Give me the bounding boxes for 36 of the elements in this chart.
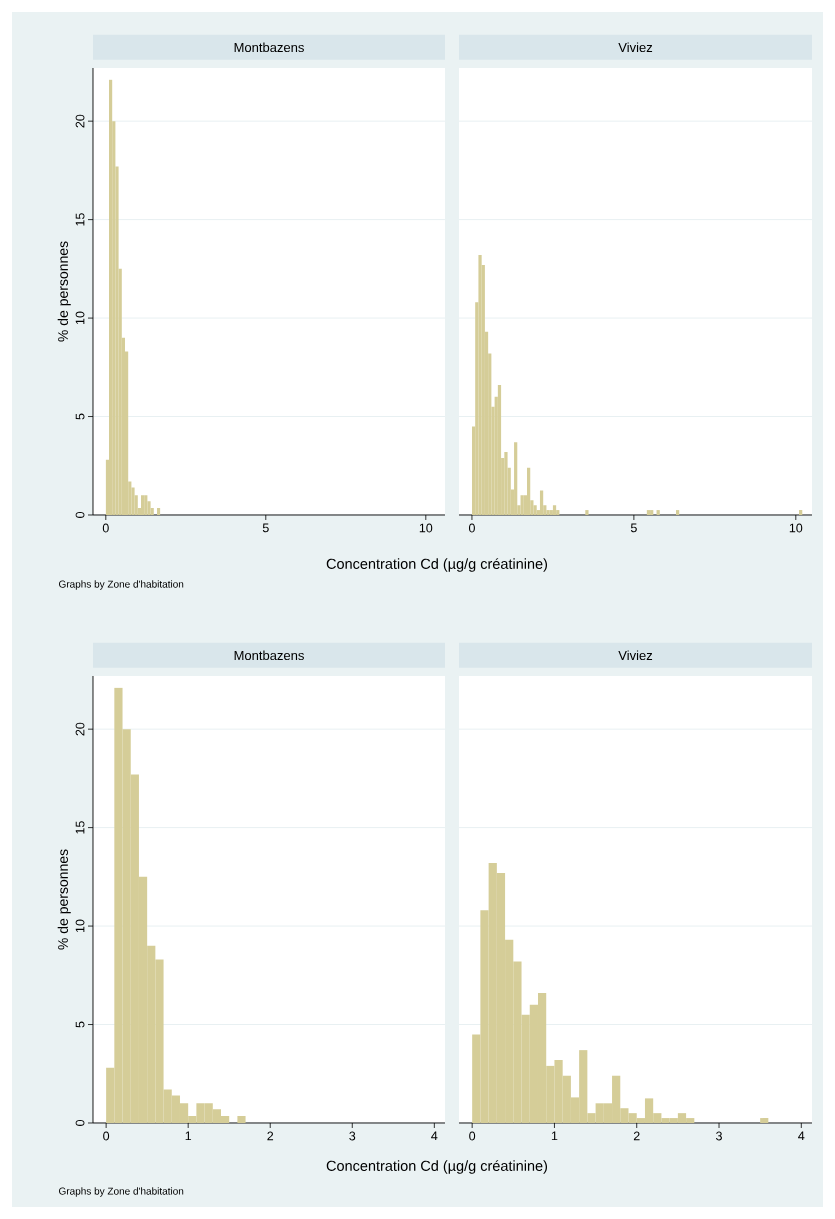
y-tick-label: 10 — [75, 919, 85, 933]
y-tick-label: 15 — [75, 821, 85, 834]
x-tick-label: 2 — [267, 1131, 274, 1141]
y-tick-label: 5 — [75, 413, 85, 420]
x-axis-title: Concentration Cd (µg/g créatinine) — [326, 1160, 548, 1174]
x-tick-label: 0 — [102, 523, 109, 533]
chart-title: Montbazens — [234, 42, 304, 53]
y-tick-label: 20 — [75, 114, 85, 128]
chart-title: Montbazens — [234, 650, 304, 661]
x-tick-label: 0 — [469, 1131, 476, 1141]
y-tick-label: 5 — [75, 1021, 85, 1028]
x-tick-label: 2 — [633, 1131, 640, 1141]
x-tick-label: 0 — [103, 1131, 110, 1141]
x-tick-label: 5 — [262, 523, 269, 533]
x-tick-label: 4 — [431, 1131, 438, 1141]
x-tick-label: 1 — [551, 1131, 558, 1141]
text: Graphs by Zone d'habitation — [59, 580, 184, 590]
x-tick-label: 4 — [798, 1131, 805, 1141]
y-axis-title: % de personnes — [57, 849, 71, 950]
chart-title: Viviez — [618, 650, 653, 661]
x-tick-label: 5 — [630, 523, 637, 533]
y-tick-label: 0 — [75, 512, 85, 518]
y-axis-title: % de personnes — [57, 241, 71, 342]
y-tick-label: 20 — [75, 722, 85, 736]
x-tick-label: 3 — [716, 1131, 722, 1141]
chart-title: Viviez — [618, 42, 653, 53]
y-tick-label: 0 — [75, 1120, 85, 1126]
x-tick-label: 0 — [468, 523, 475, 533]
y-tick-label: 10 — [75, 311, 85, 325]
y-tick-label: 15 — [75, 213, 85, 226]
x-tick-label: 1 — [185, 1131, 192, 1141]
text: Graphs by Zone d'habitation — [59, 1187, 184, 1197]
x-tick-label: 10 — [789, 523, 803, 533]
x-tick-label: 3 — [349, 1131, 356, 1141]
x-tick-label: 10 — [419, 523, 433, 533]
x-axis-title: Concentration Cd (µg/g créatinine) — [326, 558, 548, 572]
